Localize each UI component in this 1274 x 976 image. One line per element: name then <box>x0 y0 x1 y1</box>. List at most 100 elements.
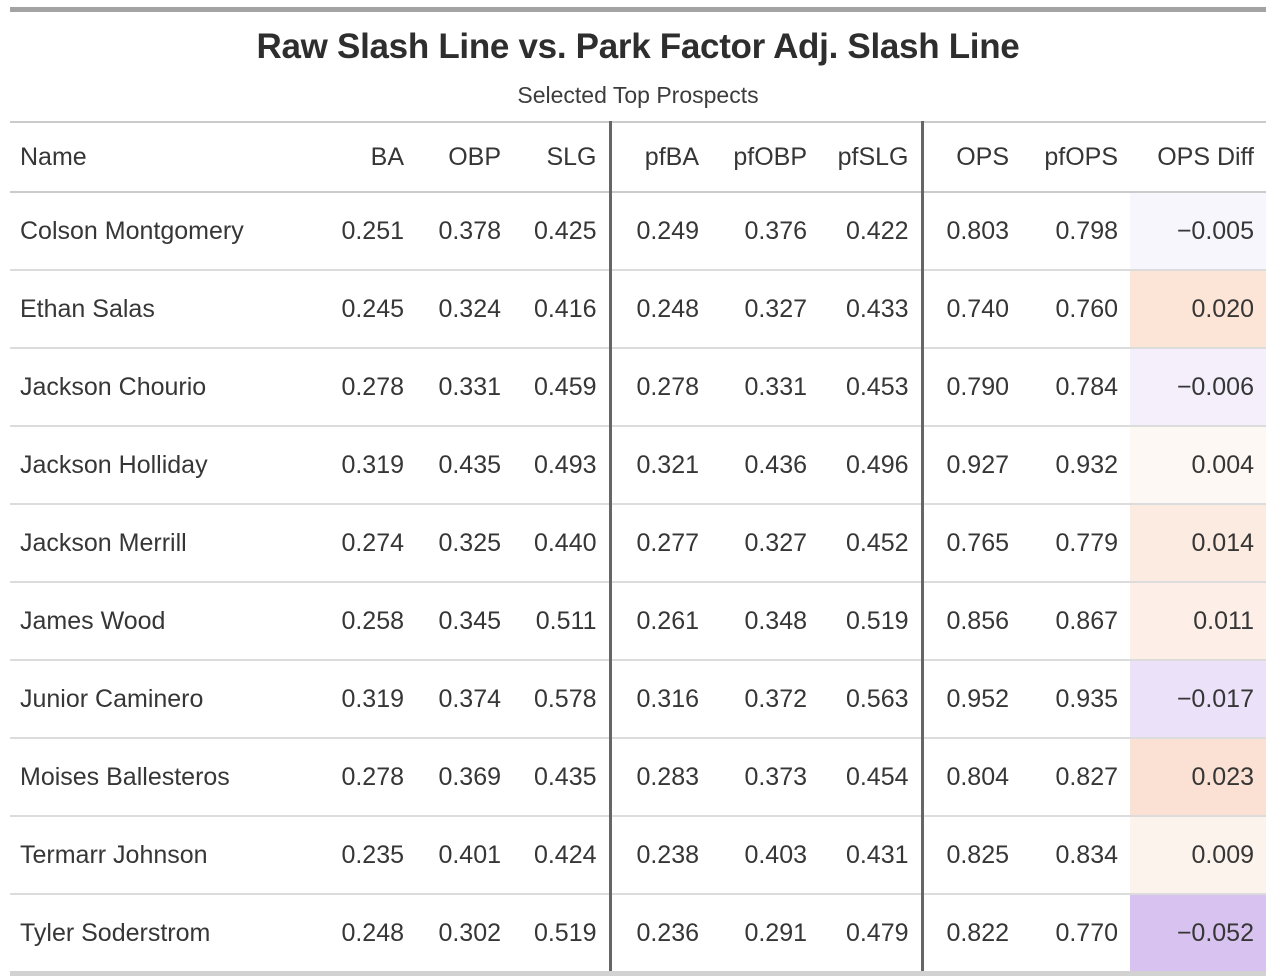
pfslg-cell: 0.433 <box>819 269 922 349</box>
pfslg-cell: 0.496 <box>819 425 922 505</box>
pfslg-cell: 0.519 <box>819 581 922 661</box>
slg-cell: 0.425 <box>513 191 610 271</box>
column-header-pfba: pfBA <box>608 121 711 194</box>
prospects-table-figure: Raw Slash Line vs. Park Factor Adj. Slas… <box>10 7 1266 976</box>
slg-cell: 0.493 <box>513 425 610 505</box>
obp-cell: 0.325 <box>416 503 513 583</box>
pfslg-cell: 0.479 <box>819 893 922 974</box>
pfslg-cell: 0.563 <box>819 659 922 739</box>
ops_diff-cell: −0.017 <box>1130 659 1266 739</box>
pfba-cell: 0.249 <box>608 191 711 271</box>
player-name-cell: Tyler Soderstrom <box>10 893 316 974</box>
obp-cell: 0.435 <box>416 425 513 505</box>
pfobp-cell: 0.403 <box>711 815 819 895</box>
pfobp-cell: 0.372 <box>711 659 819 739</box>
ops-cell: 0.765 <box>920 503 1021 583</box>
pfslg-cell: 0.454 <box>819 737 922 817</box>
slg-cell: 0.511 <box>513 581 610 661</box>
page-title: Raw Slash Line vs. Park Factor Adj. Slas… <box>256 27 1020 66</box>
table-top-border <box>10 7 1266 12</box>
pfobp-cell: 0.331 <box>711 347 819 427</box>
ops_diff-cell: 0.004 <box>1130 425 1266 505</box>
pfops-cell: 0.932 <box>1021 425 1130 505</box>
pfops-cell: 0.935 <box>1021 659 1130 739</box>
obp-cell: 0.345 <box>416 581 513 661</box>
pfba-cell: 0.283 <box>608 737 711 817</box>
slg-cell: 0.459 <box>513 347 610 427</box>
pfobp-cell: 0.436 <box>711 425 819 505</box>
table-row: Colson Montgomery 0.251 0.378 0.425 0.249 0.3… <box>10 191 1266 271</box>
table-row: Ethan Salas 0.245 0.324 0.416 0.248 0.327 0.43… <box>10 269 1266 349</box>
ops_diff-cell: −0.006 <box>1130 347 1266 427</box>
pfslg-cell: 0.452 <box>819 503 922 583</box>
ops-cell: 0.803 <box>920 191 1021 271</box>
ops_diff-cell: 0.023 <box>1130 737 1266 817</box>
ba-cell: 0.245 <box>316 269 416 349</box>
pfba-cell: 0.277 <box>608 503 711 583</box>
obp-cell: 0.302 <box>416 893 513 974</box>
column-header-ops_diff: OPS Diff <box>1130 121 1266 194</box>
column-header-pfobp: pfOBP <box>711 121 819 194</box>
player-name-cell: Colson Montgomery <box>10 191 316 271</box>
pfba-cell: 0.248 <box>608 269 711 349</box>
ops-cell: 0.927 <box>920 425 1021 505</box>
table-row: James Wood 0.258 0.345 0.511 0.261 0.348 0.519… <box>10 581 1266 661</box>
ops-cell: 0.952 <box>920 659 1021 739</box>
pfba-cell: 0.261 <box>608 581 711 661</box>
pfops-cell: 0.760 <box>1021 269 1130 349</box>
player-name-cell: James Wood <box>10 581 316 661</box>
player-name-cell: Jackson Chourio <box>10 347 316 427</box>
table-header: Name BA OBP SLG pfBA pfOBP pfSLG OPS pfOPS OPS Di… <box>10 121 1266 194</box>
ops-cell: 0.804 <box>920 737 1021 817</box>
slg-cell: 0.435 <box>513 737 610 817</box>
pfba-cell: 0.321 <box>608 425 711 505</box>
pfops-cell: 0.827 <box>1021 737 1130 817</box>
ops-cell: 0.740 <box>920 269 1021 349</box>
ops_diff-cell: 0.011 <box>1130 581 1266 661</box>
column-header-obp: OBP <box>416 121 513 194</box>
slg-cell: 0.440 <box>513 503 610 583</box>
ops_diff-cell: −0.005 <box>1130 191 1266 271</box>
pfops-cell: 0.867 <box>1021 581 1130 661</box>
pfslg-cell: 0.431 <box>819 815 922 895</box>
slg-cell: 0.424 <box>513 815 610 895</box>
pfba-cell: 0.278 <box>608 347 711 427</box>
player-name-cell: Junior Caminero <box>10 659 316 739</box>
page-subtitle: Selected Top Prospects <box>517 82 759 109</box>
slg-cell: 0.416 <box>513 269 610 349</box>
pfops-cell: 0.798 <box>1021 191 1130 271</box>
column-header-pfops: pfOPS <box>1021 121 1130 194</box>
pfba-cell: 0.236 <box>608 893 711 974</box>
table-row: Jackson Merrill 0.274 0.325 0.440 0.277 0.327… <box>10 503 1266 583</box>
obp-cell: 0.401 <box>416 815 513 895</box>
pfba-cell: 0.238 <box>608 815 711 895</box>
column-header-ops: OPS <box>920 121 1021 194</box>
pfops-cell: 0.779 <box>1021 503 1130 583</box>
ops-cell: 0.825 <box>920 815 1021 895</box>
pfslg-cell: 0.453 <box>819 347 922 427</box>
ops-cell: 0.856 <box>920 581 1021 661</box>
table-row: Jackson Holliday 0.319 0.435 0.493 0.321 0.43… <box>10 425 1266 505</box>
table-row: Moises Ballesteros 0.278 0.369 0.435 0.283 0.… <box>10 737 1266 817</box>
pfobp-cell: 0.291 <box>711 893 819 974</box>
column-header-ba: BA <box>316 121 416 194</box>
player-name-cell: Jackson Merrill <box>10 503 316 583</box>
pfops-cell: 0.784 <box>1021 347 1130 427</box>
ba-cell: 0.258 <box>316 581 416 661</box>
column-header-name: Name <box>10 121 316 194</box>
table-heading: Raw Slash Line vs. Park Factor Adj. Slas… <box>10 12 1266 121</box>
pfslg-cell: 0.422 <box>819 191 922 271</box>
obp-cell: 0.369 <box>416 737 513 817</box>
ba-cell: 0.319 <box>316 425 416 505</box>
ba-cell: 0.319 <box>316 659 416 739</box>
ops_diff-cell: −0.052 <box>1130 893 1266 974</box>
player-name-cell: Jackson Holliday <box>10 425 316 505</box>
obp-cell: 0.378 <box>416 191 513 271</box>
ba-cell: 0.235 <box>316 815 416 895</box>
pfobp-cell: 0.376 <box>711 191 819 271</box>
header-row: Name BA OBP SLG pfBA pfOBP pfSLG OPS pfOPS OPS Di… <box>10 121 1266 194</box>
ba-cell: 0.274 <box>316 503 416 583</box>
player-name-cell: Termarr Johnson <box>10 815 316 895</box>
pfops-cell: 0.834 <box>1021 815 1130 895</box>
ops_diff-cell: 0.009 <box>1130 815 1266 895</box>
